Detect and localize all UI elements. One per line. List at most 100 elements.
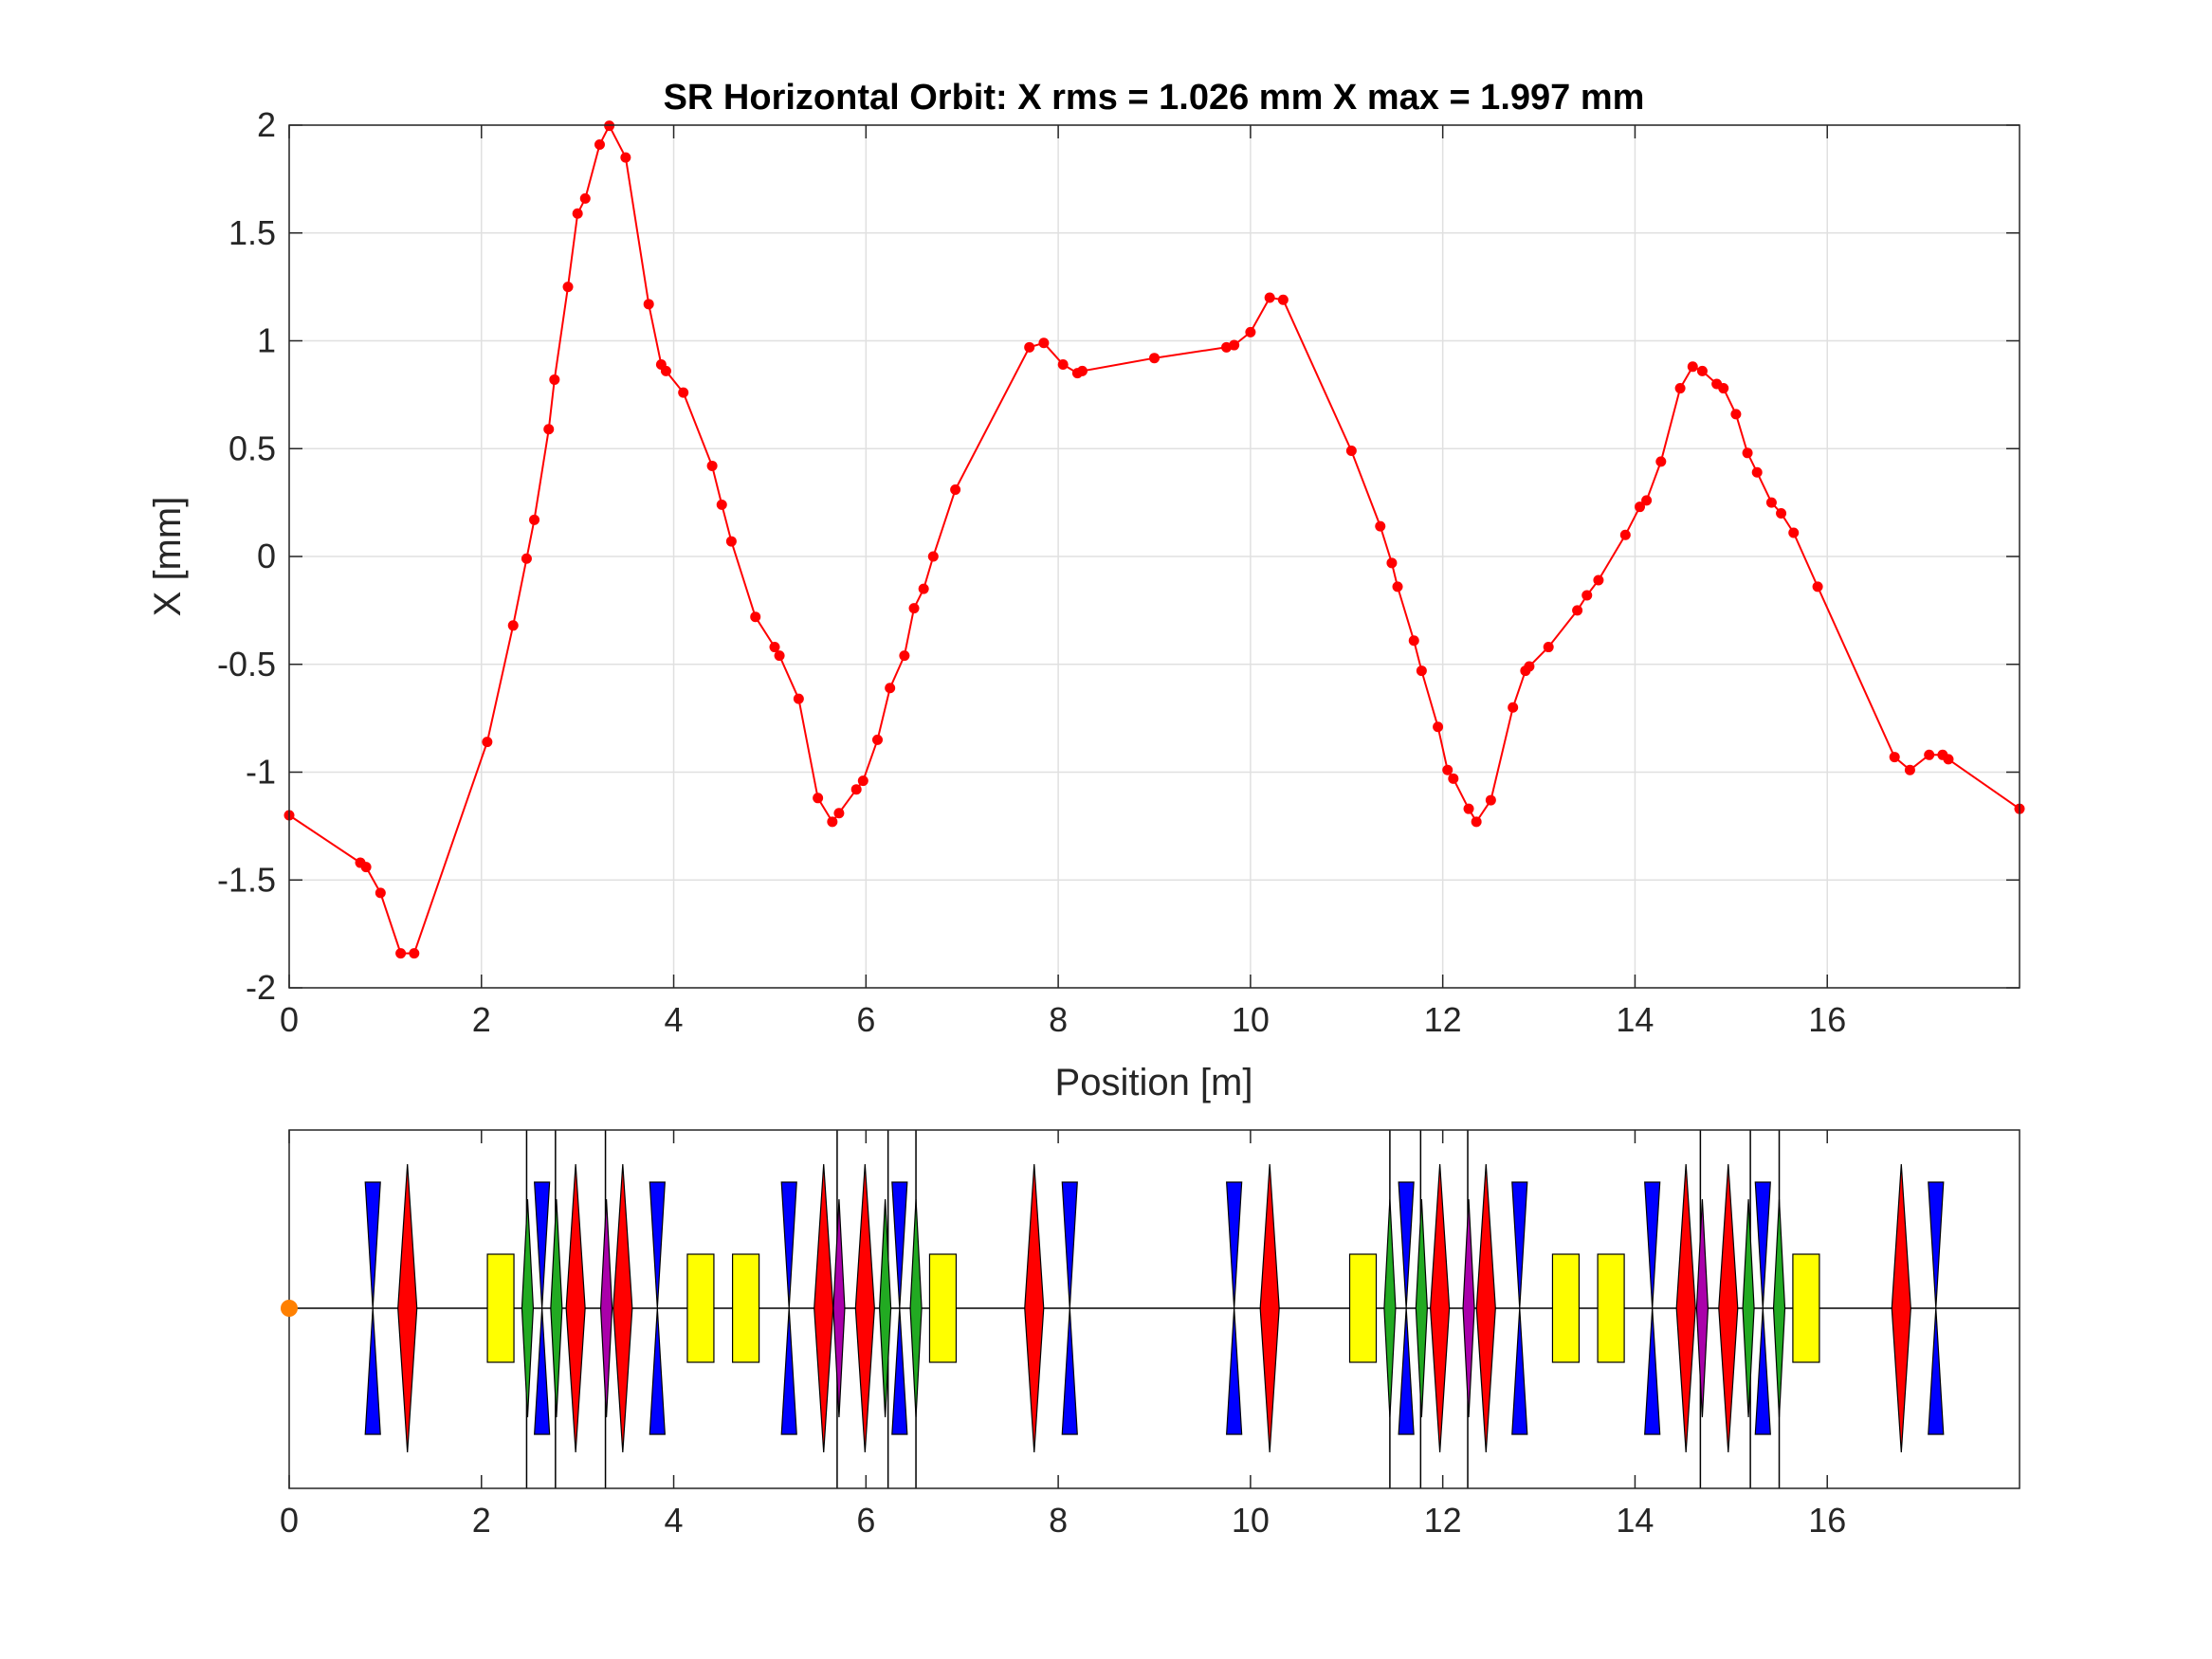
orbit-data-point <box>409 948 420 959</box>
orbit-data-point <box>395 948 407 959</box>
lattice-x-tick-label: 2 <box>472 1501 491 1540</box>
orbit-data-point <box>1416 665 1427 677</box>
orbit-data-point <box>813 793 824 804</box>
quad-focus-element <box>1430 1163 1451 1453</box>
orbit-data-point <box>1345 446 1357 457</box>
quad-defocus-element <box>1398 1181 1415 1435</box>
y-tick-label: 2 <box>257 105 276 144</box>
orbit-data-point <box>375 887 386 899</box>
y-tick-label: 1 <box>257 321 276 360</box>
x-tick-label: 4 <box>665 1000 684 1039</box>
y-tick-label: -1 <box>246 753 276 792</box>
orbit-data-point <box>1812 581 1823 592</box>
quad-focus-element <box>814 1163 834 1453</box>
orbit-grid <box>288 124 2020 989</box>
orbit-data-point <box>549 374 560 385</box>
chart-title: SR Horizontal Orbit: X rms = 1.026 mm X … <box>664 78 1645 118</box>
orbit-data-point <box>1593 574 1604 586</box>
orbit-data-point <box>1742 447 1753 459</box>
orbit-data-point <box>1433 721 1444 733</box>
sextupole-green-element <box>550 1198 563 1418</box>
orbit-data-point <box>1619 529 1631 540</box>
orbit-data-point <box>529 514 540 525</box>
orbit-data-point <box>579 192 591 204</box>
quad-defocus-element <box>1754 1181 1771 1435</box>
orbit-plot-frame <box>288 124 2020 989</box>
quad-focus-element <box>1024 1163 1045 1453</box>
x-axis-label: Position [m] <box>1055 1062 1253 1103</box>
y-tick-label: -2 <box>246 968 276 1007</box>
lattice-elements <box>364 1163 1945 1453</box>
orbit-data-point <box>725 536 737 547</box>
quad-focus-element <box>1259 1163 1280 1453</box>
lattice-x-tick-label: 10 <box>1232 1501 1270 1540</box>
orbit-data-point <box>1277 294 1289 305</box>
lattice-x-tick-label: 4 <box>665 1501 684 1540</box>
orbit-data-point <box>572 208 583 219</box>
orbit-data-point <box>507 620 519 631</box>
lattice-start-marker <box>281 1300 298 1317</box>
orbit-data-point <box>1788 527 1800 538</box>
quad-focus-element <box>397 1163 418 1453</box>
orbit-data-point <box>1943 754 1954 765</box>
quad-defocus-element <box>1061 1181 1078 1435</box>
orbit-data-point <box>594 138 605 150</box>
dipole-element <box>731 1253 760 1363</box>
orbit-data-point <box>899 650 910 662</box>
orbit-data-point <box>1718 383 1729 394</box>
sextupole-green-element <box>1383 1198 1397 1418</box>
quad-defocus-element <box>1226 1181 1243 1435</box>
orbit-data-point <box>1149 353 1160 364</box>
x-tick-label: 14 <box>1616 1000 1654 1039</box>
dipole-element <box>486 1253 515 1363</box>
orbit-data-point <box>885 683 896 694</box>
orbit-data-point <box>1924 749 1935 760</box>
orbit-data-point <box>1448 773 1459 784</box>
quad-focus-element <box>565 1163 586 1453</box>
orbit-data-point <box>1245 326 1256 337</box>
y-tick-label: -0.5 <box>217 645 276 684</box>
orbit-data-point <box>1508 702 1519 713</box>
quad-defocus-element <box>1511 1181 1528 1435</box>
x-tick-label: 2 <box>472 1000 491 1039</box>
orbit-data-point <box>1889 752 1900 763</box>
orbit-data-point <box>706 460 718 471</box>
quad-focus-element <box>1475 1163 1496 1453</box>
x-tick-label: 16 <box>1808 1000 1846 1039</box>
orbit-data-point <box>1264 292 1275 303</box>
orbit-data-point <box>1463 803 1474 814</box>
orbit-data-point <box>562 282 574 293</box>
x-tick-label: 6 <box>856 1000 875 1039</box>
orbit-data-point <box>1635 501 1646 513</box>
orbit-data-point <box>1687 361 1698 373</box>
orbit-data-point <box>1442 764 1453 775</box>
orbit-data-point <box>827 816 838 828</box>
orbit-data-point <box>1485 794 1496 806</box>
y-tick-label: 0 <box>257 537 276 575</box>
x-tick-label: 10 <box>1232 1000 1270 1039</box>
sextupole-green-element <box>1415 1198 1428 1418</box>
quad-defocus-element <box>364 1181 381 1435</box>
orbit-data-point <box>1751 466 1763 478</box>
orbit-data-point <box>833 808 845 819</box>
orbit-data-point <box>1038 337 1050 349</box>
orbit-data-point <box>1572 605 1583 616</box>
orbit-data-point <box>1524 661 1535 672</box>
sextupole-green-element <box>521 1198 535 1418</box>
orbit-data-point <box>1765 497 1777 508</box>
y-tick-label: -1.5 <box>217 860 276 899</box>
orbit-data-point <box>1641 495 1653 506</box>
orbit-data-point <box>950 483 961 495</box>
orbit-data-point <box>908 603 920 614</box>
y-axis-label: X [mm] <box>147 497 189 617</box>
dipole-element <box>1348 1253 1378 1363</box>
orbit-data-point <box>716 499 727 510</box>
orbit-data-point <box>482 737 493 748</box>
sextupole-green-element <box>1742 1198 1755 1418</box>
orbit-data-point <box>1024 341 1035 353</box>
quad-focus-element <box>612 1163 633 1453</box>
orbit-data-point <box>774 650 785 662</box>
orbit-data-point <box>620 152 631 163</box>
quad-defocus-element <box>1644 1181 1661 1435</box>
